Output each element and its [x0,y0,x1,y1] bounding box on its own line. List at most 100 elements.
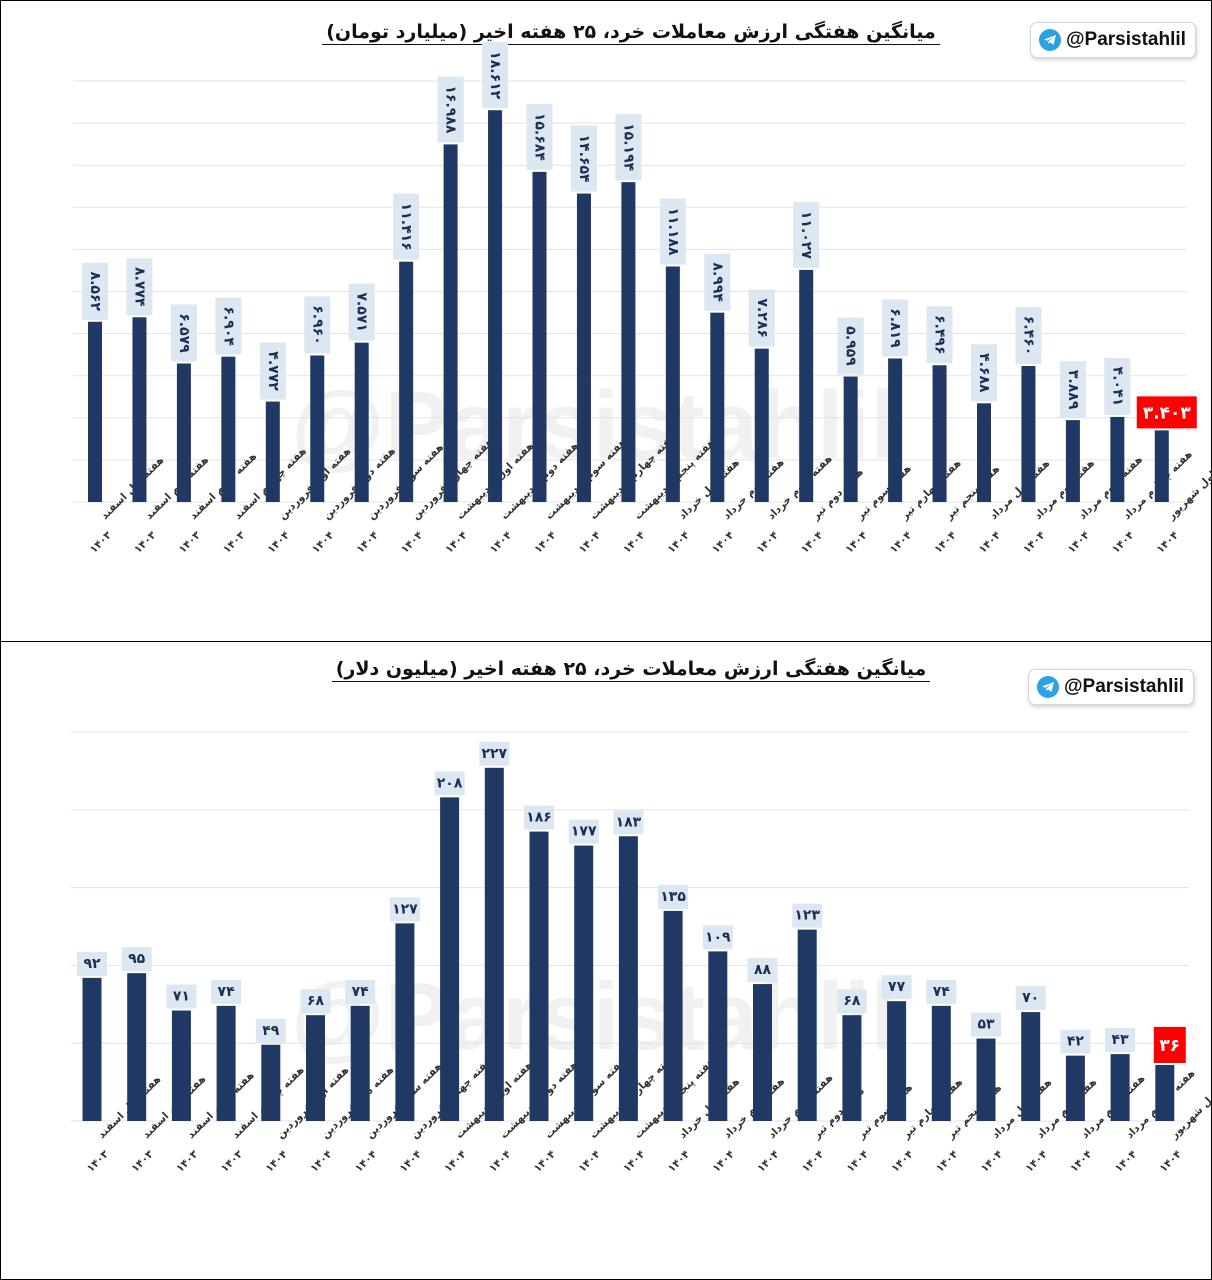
data-label: ۱۸.۶۱۲ [487,51,503,99]
data-label-box [971,1012,1001,1037]
data-label-group: ۳.۸۸۹ [1059,361,1086,419]
x-tick-year: ۱۴۰۳ [174,1148,201,1175]
x-tick-year: ۱۴۰۴ [1154,529,1181,556]
data-label-box [348,283,375,341]
data-label-group: ۸.۹۹۴ [704,253,731,311]
x-tick-year: ۱۴۰۴ [1068,1148,1095,1175]
data-label-highlight: ۳۶ [1153,1026,1186,1063]
data-label: ۱۸۶ [526,810,552,826]
data-label-box [1153,1026,1186,1063]
chart-title: میانگین هفتگی ارزش معاملات خرد، ۲۵ هفته … [1,21,1212,45]
bar [132,317,147,502]
data-label: ۶.۴۶۰ [1020,316,1036,356]
data-label-box [881,975,912,1000]
bar [576,193,591,502]
x-tick-year: ۱۴۰۴ [1110,529,1137,556]
data-label-group: ۱۵.۶۸۴ [526,103,553,170]
data-label-box [304,296,331,354]
bar [842,1015,862,1121]
x-tick-year: ۱۴۰۳ [176,529,203,556]
data-label: ۷.۵۷۱ [354,292,370,332]
data-label-box [882,299,909,357]
bar [82,977,102,1121]
bar [888,358,903,502]
x-tick-year: ۱۴۰۴ [442,1148,469,1175]
data-label-box [926,306,953,364]
x-tick-year: ۱۴۰۳ [88,529,115,556]
data-label: ۸۸ [754,962,772,978]
x-tick-year: ۱۴۰۴ [443,529,470,556]
data-label-group: ۱۷۷ [568,819,599,844]
data-label-group: ۸۸ [747,958,778,983]
data-label: ۴۲ [1067,1034,1085,1050]
data-label-box [479,741,510,766]
data-label-group: ۷۴ [926,979,957,1004]
bar [216,1005,236,1121]
x-tick-year: ۱۴۰۴ [977,529,1004,556]
data-label-group: ۱۸۳ [613,810,644,835]
data-label: ۷.۲۸۶ [754,298,770,338]
x-tick-year: ۱۴۰۴ [577,529,604,556]
data-label-box [126,258,153,316]
x-tick-year: ۱۴۰۴ [1065,529,1092,556]
bar [931,1005,951,1121]
data-label-box [568,819,599,844]
x-tick-year: ۱۴۰۴ [844,1148,871,1175]
badge-text: @Parsistahlil [1064,676,1184,697]
data-label-box [215,297,242,355]
x-tick-year: ۱۴۰۴ [532,529,559,556]
data-label: ۱۵.۶۸۴ [532,113,548,161]
data-label-group: ۱۱.۱۸۸ [659,198,686,265]
data-label-group: ۸.۷۷۴ [126,258,153,316]
telegram-badge[interactable]: @Parsistahlil [1028,669,1194,705]
data-label: ۷۴ [352,984,370,1000]
chart-panel-dollar: @Parsistahlil میانگین هفتگی ارزش معاملات… [0,641,1212,1280]
data-label-box [926,979,957,1004]
data-label-group: ۶۸ [836,989,867,1014]
data-label-box [170,304,197,362]
data-label-box [259,342,286,400]
data-label-group: ۷۴ [345,979,376,1004]
data-label-box [255,1018,286,1043]
data-label: ۳۶ [1159,1036,1180,1056]
x-tick-year: ۱۴۰۴ [263,1148,290,1175]
x-tick-year: ۱۴۰۴ [354,529,381,556]
data-label-box [971,344,997,402]
data-label-box [437,76,464,143]
bar [708,951,728,1121]
data-label: ۱۲۷ [392,901,418,917]
data-label-group: ۹۲ [77,951,107,976]
telegram-badge[interactable]: @Parsistahlil [1030,22,1196,58]
x-tick-year: ۱۴۰۴ [1023,1148,1050,1175]
data-label-box [82,262,108,320]
bar [710,312,725,502]
x-tick-year: ۱۴۰۴ [666,1148,693,1175]
data-label: ۴۹ [262,1023,280,1039]
bar [261,1044,281,1121]
data-label-group: ۷۱ [166,984,197,1009]
x-tick-year: ۱۴۰۴ [799,529,826,556]
bar [753,984,772,1121]
bar [621,182,636,502]
data-label: ۶۸ [307,993,325,1009]
data-label: ۶.۹۶۰ [309,305,325,345]
data-label-group: ۱۲۷ [389,897,420,922]
x-tick-year: ۱۴۰۴ [353,1148,380,1175]
telegram-icon [1039,29,1061,51]
data-label-group: ۲۰۸ [434,771,465,796]
bar [977,403,991,502]
data-label: ۱۸۳ [616,814,642,830]
data-label-box [793,201,820,268]
watermark: @Parsistahlil [291,963,897,1070]
x-tick-year: ۱۴۰۴ [621,1148,648,1175]
data-label-group: ۴.۷۷۲ [259,342,286,400]
data-label: ۱۱.۱۸۸ [665,207,681,255]
x-tick-year: ۱۴۰۴ [889,1148,916,1175]
bar [488,110,503,502]
data-label-group: ۷.۵۷۱ [348,283,375,341]
data-label: ۶۸ [843,993,861,1009]
x-tick-year: ۱۴۰۴ [487,1148,514,1175]
watermark: @Parsistahlil [291,372,897,479]
data-label-box [792,903,823,928]
bar [127,973,147,1121]
